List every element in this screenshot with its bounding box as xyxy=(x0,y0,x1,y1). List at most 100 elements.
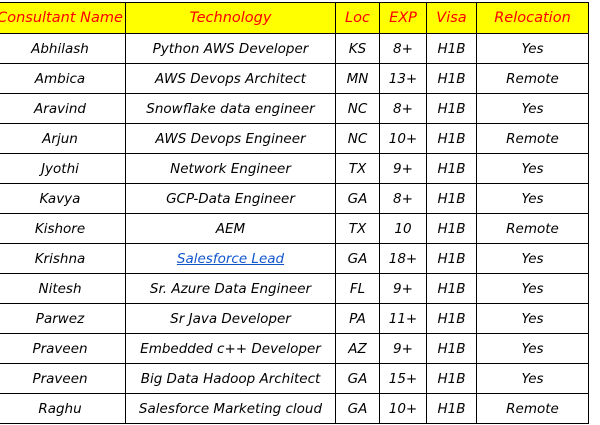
cell-visa: H1B xyxy=(426,153,477,184)
salesforce-lead-link[interactable]: Salesforce Lead xyxy=(176,250,285,267)
cell-name: Jyothi xyxy=(0,153,126,184)
cell-relocation: Yes xyxy=(476,153,589,184)
header-technology: Technology xyxy=(125,2,336,34)
cell-relocation: Remote xyxy=(476,123,589,154)
cell-exp: 10+ xyxy=(379,123,427,154)
cell-relocation: Yes xyxy=(476,183,589,214)
header-visa: Visa xyxy=(426,2,477,34)
table-row: Kishore AEM TX 10 H1B Remote xyxy=(0,213,589,244)
header-row: Consultant Name Technology Loc EXP Visa … xyxy=(0,2,589,34)
cell-technology: AEM xyxy=(125,213,336,244)
table-header: Consultant Name Technology Loc EXP Visa … xyxy=(0,2,589,34)
cell-visa: H1B xyxy=(426,123,477,154)
cell-name: Aravind xyxy=(0,93,126,124)
cell-visa: H1B xyxy=(426,243,477,274)
cell-relocation: Yes xyxy=(476,333,589,364)
cell-technology: Salesforce Lead xyxy=(125,243,336,274)
cell-visa: H1B xyxy=(426,363,477,394)
cell-name: Kishore xyxy=(0,213,126,244)
cell-loc: TX xyxy=(335,213,380,244)
cell-exp: 18+ xyxy=(379,243,427,274)
cell-exp: 15+ xyxy=(379,363,427,394)
table-row: Arjun AWS Devops Engineer NC 10+ H1B Rem… xyxy=(0,123,589,154)
header-exp: EXP xyxy=(379,2,427,34)
header-relocation: Relocation xyxy=(476,2,589,34)
cell-relocation: Yes xyxy=(476,93,589,124)
cell-name: Kavya xyxy=(0,183,126,214)
cell-technology: Salesforce Marketing cloud xyxy=(125,393,336,424)
cell-relocation: Yes xyxy=(476,363,589,394)
table-row: Kavya GCP-Data Engineer GA 8+ H1B Yes xyxy=(0,183,589,214)
cell-relocation: Remote xyxy=(476,393,589,424)
cell-name: Praveen xyxy=(0,363,126,394)
cell-loc: GA xyxy=(335,183,380,214)
table-row: Nitesh Sr. Azure Data Engineer FL 9+ H1B… xyxy=(0,273,589,304)
table-body: Abhilash Python AWS Developer KS 8+ H1B … xyxy=(0,33,589,424)
table-row: Raghu Salesforce Marketing cloud GA 10+ … xyxy=(0,393,589,424)
cell-technology: Sr Java Developer xyxy=(125,303,336,334)
cell-visa: H1B xyxy=(426,273,477,304)
cell-technology: AWS Devops Engineer xyxy=(125,123,336,154)
cell-relocation: Yes xyxy=(476,273,589,304)
cell-exp: 10 xyxy=(379,213,427,244)
cell-exp: 9+ xyxy=(379,333,427,364)
cell-technology: Big Data Hadoop Architect xyxy=(125,363,336,394)
cell-exp: 10+ xyxy=(379,393,427,424)
table-row: Jyothi Network Engineer TX 9+ H1B Yes xyxy=(0,153,589,184)
consultant-table: Consultant Name Technology Loc EXP Visa … xyxy=(0,2,589,424)
cell-name: Praveen xyxy=(0,333,126,364)
cell-exp: 8+ xyxy=(379,183,427,214)
cell-technology: Embedded c++ Developer xyxy=(125,333,336,364)
cell-exp: 9+ xyxy=(379,273,427,304)
cell-name: Krishna xyxy=(0,243,126,274)
cell-relocation: Remote xyxy=(476,63,589,94)
cell-exp: 8+ xyxy=(379,33,427,64)
cell-loc: AZ xyxy=(335,333,380,364)
table-row: Aravind Snowflake data engineer NC 8+ H1… xyxy=(0,93,589,124)
cell-relocation: Yes xyxy=(476,243,589,274)
header-loc: Loc xyxy=(335,2,380,34)
cell-relocation: Remote xyxy=(476,213,589,244)
cell-visa: H1B xyxy=(426,303,477,334)
table-row: Abhilash Python AWS Developer KS 8+ H1B … xyxy=(0,33,589,64)
cell-name: Arjun xyxy=(0,123,126,154)
cell-exp: 8+ xyxy=(379,93,427,124)
table-row: Parwez Sr Java Developer PA 11+ H1B Yes xyxy=(0,303,589,334)
table-row: Ambica AWS Devops Architect MN 13+ H1B R… xyxy=(0,63,589,94)
cell-loc: NC xyxy=(335,123,380,154)
table-row: Krishna Salesforce Lead GA 18+ H1B Yes xyxy=(0,243,589,274)
cell-visa: H1B xyxy=(426,183,477,214)
cell-name: Parwez xyxy=(0,303,126,334)
table-row: Praveen Big Data Hadoop Architect GA 15+… xyxy=(0,363,589,394)
cell-technology: AWS Devops Architect xyxy=(125,63,336,94)
cell-visa: H1B xyxy=(426,333,477,364)
cell-loc: GA xyxy=(335,393,380,424)
cell-loc: GA xyxy=(335,363,380,394)
cell-visa: H1B xyxy=(426,93,477,124)
cell-technology: Snowflake data engineer xyxy=(125,93,336,124)
cell-name: Nitesh xyxy=(0,273,126,304)
cell-name: Abhilash xyxy=(0,33,126,64)
cell-loc: GA xyxy=(335,243,380,274)
cell-relocation: Yes xyxy=(476,303,589,334)
cell-visa: H1B xyxy=(426,393,477,424)
cell-exp: 11+ xyxy=(379,303,427,334)
cell-loc: KS xyxy=(335,33,380,64)
cell-loc: MN xyxy=(335,63,380,94)
cell-technology: Network Engineer xyxy=(125,153,336,184)
cell-visa: H1B xyxy=(426,63,477,94)
cell-relocation: Yes xyxy=(476,33,589,64)
cell-visa: H1B xyxy=(426,33,477,64)
cell-visa: H1B xyxy=(426,213,477,244)
table-row: Praveen Embedded c++ Developer AZ 9+ H1B… xyxy=(0,333,589,364)
cell-technology: GCP-Data Engineer xyxy=(125,183,336,214)
header-consultant-name: Consultant Name xyxy=(0,2,126,34)
cell-technology: Sr. Azure Data Engineer xyxy=(125,273,336,304)
cell-name: Raghu xyxy=(0,393,126,424)
cell-exp: 13+ xyxy=(379,63,427,94)
cell-loc: FL xyxy=(335,273,380,304)
cell-loc: NC xyxy=(335,93,380,124)
cell-name: Ambica xyxy=(0,63,126,94)
cell-technology: Python AWS Developer xyxy=(125,33,336,64)
cell-exp: 9+ xyxy=(379,153,427,184)
